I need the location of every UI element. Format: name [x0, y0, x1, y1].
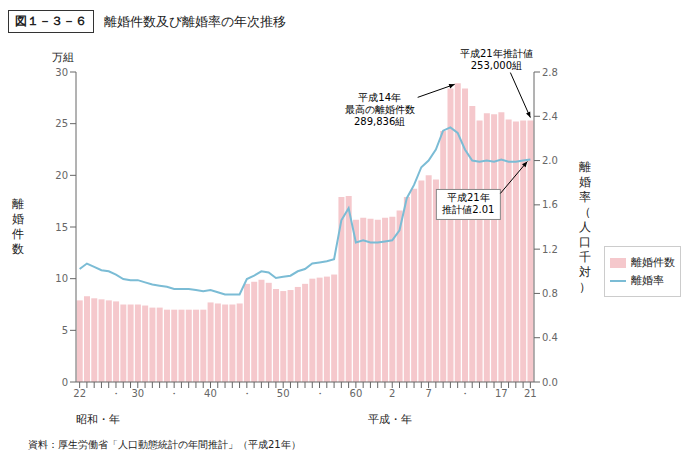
html-text:離婚率: 離婚率: [631, 274, 664, 287]
svg-text:1.6: 1.6: [542, 199, 558, 210]
svg-text:30: 30: [131, 388, 144, 399]
svg-text:5: 5: [62, 325, 68, 336]
svg-text:0: 0: [62, 377, 68, 388]
svg-text:2.0: 2.0: [542, 155, 558, 166]
html-text:離 婚 率 （ 人 口 千 対 ）: 離 婚 率 （ 人 口 千 対 ）: [579, 159, 591, 294]
svg-text:50: 50: [277, 388, 290, 399]
svg-text:平成21年推計値253,000組: 平成21年推計値253,000組: [460, 48, 533, 71]
html-text:資料：厚生労働省「人口動態統計の年間推計」（平成21年）: 資料：厚生労働省「人口動態統計の年間推計」（平成21年）: [28, 439, 301, 450]
svg-text:・: ・: [460, 388, 470, 399]
svg-text:21: 21: [524, 388, 537, 399]
html-text:図１－３－６: 図１－３－６: [15, 14, 87, 28]
svg-text:20: 20: [55, 170, 68, 181]
svg-text:2: 2: [389, 388, 395, 399]
svg-text:60: 60: [350, 388, 363, 399]
html-text:離婚件数及び離婚率の年次推移: 離婚件数及び離婚率の年次推移: [104, 13, 286, 29]
svg-text:・: ・: [242, 388, 252, 399]
svg-text:0.4: 0.4: [542, 332, 558, 343]
svg-text:25: 25: [55, 118, 68, 129]
svg-text:30: 30: [55, 67, 68, 78]
svg-text:7: 7: [425, 388, 431, 399]
svg-text:平成21年推計値2.01: 平成21年推計値2.01: [442, 192, 494, 215]
svg-text:・: ・: [169, 388, 179, 399]
svg-text:40: 40: [204, 388, 217, 399]
svg-text:15: 15: [55, 222, 68, 233]
html-text:昭和・年: 昭和・年: [76, 413, 120, 426]
html-text:離 婚 件 数: 離 婚 件 数: [12, 197, 24, 256]
html-text:平成・年: 平成・年: [368, 413, 412, 426]
svg-text:2.4: 2.4: [542, 111, 558, 122]
svg-text:0.0: 0.0: [542, 377, 558, 388]
html-text:離婚件数: 離婚件数: [631, 256, 675, 269]
svg-text:17: 17: [495, 388, 508, 399]
svg-text:2.8: 2.8: [542, 67, 558, 78]
svg-text:1.2: 1.2: [542, 244, 558, 255]
svg-text:・: ・: [315, 388, 325, 399]
svg-text:22: 22: [73, 388, 86, 399]
html-text:万組: 万組: [52, 51, 74, 64]
svg-text:10: 10: [55, 273, 68, 284]
svg-text:平成14年最高の離婚件数289,836組: 平成14年最高の離婚件数289,836組: [345, 92, 415, 127]
svg-text:・: ・: [111, 388, 121, 399]
svg-text:0.8: 0.8: [542, 288, 558, 299]
